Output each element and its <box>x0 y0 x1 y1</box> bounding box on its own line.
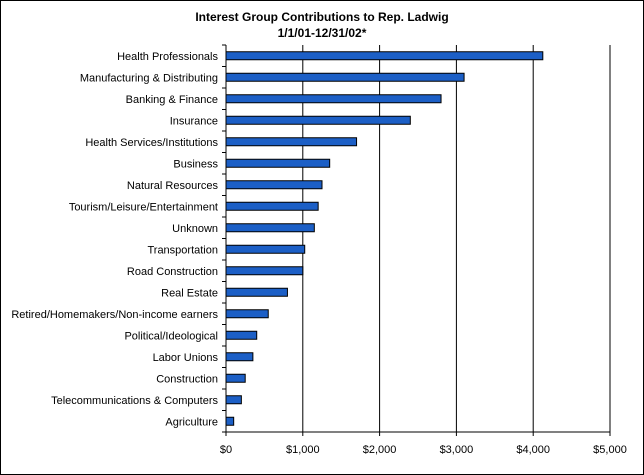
x-tick-label-3: $3,000 <box>440 444 474 456</box>
category-label-16: Telecommunications & Computers <box>51 395 218 407</box>
bar-6 <box>225 180 323 190</box>
bar-15 <box>225 373 246 383</box>
category-label-6: Natural Resources <box>127 180 219 192</box>
category-label-3: Insurance <box>170 115 218 127</box>
category-label-7: Tourism/Leisure/Entertainment <box>69 201 218 213</box>
category-label-4: Health Services/Institutions <box>85 137 218 149</box>
category-label-12: Retired/Homemakers/Non-income earners <box>11 309 218 321</box>
bar-5 <box>225 158 331 168</box>
category-label-0: Health Professionals <box>117 51 218 63</box>
category-label-1: Manufacturing & Distributing <box>80 72 218 84</box>
category-label-5: Business <box>173 158 218 170</box>
x-tick-label-2: $2,000 <box>363 444 397 456</box>
bar-16 <box>225 395 242 405</box>
x-tick-label-0: $0 <box>220 444 232 456</box>
bar-17 <box>225 416 235 426</box>
bar-14 <box>225 352 254 362</box>
category-label-2: Banking & Finance <box>126 94 218 106</box>
bar-10 <box>225 266 304 276</box>
bar-1 <box>225 72 465 82</box>
x-tick-label-5: $5,000 <box>593 444 627 456</box>
plot-area: Health Professionals Manufacturing & Dist… <box>11 44 627 456</box>
bar-2 <box>225 94 442 104</box>
bar-7 <box>225 201 319 211</box>
bar-13 <box>225 330 258 340</box>
bar-12 <box>225 309 269 319</box>
bar-0 <box>225 51 544 61</box>
category-label-8: Unknown <box>172 223 218 235</box>
bar-8 <box>225 223 315 233</box>
category-label-15: Construction <box>156 373 218 385</box>
category-label-14: Labor Unions <box>153 352 219 364</box>
category-label-11: Real Estate <box>161 287 218 299</box>
x-tick-label-1: $1,000 <box>286 444 320 456</box>
x-tick-label-4: $4,000 <box>516 444 550 456</box>
bar-3 <box>225 115 411 125</box>
chart-subtitle: 1/1/01-12/31/02* <box>278 26 367 40</box>
category-label-9: Transportation <box>147 244 218 256</box>
bar-9 <box>225 244 306 254</box>
bar-4 <box>225 137 358 147</box>
category-label-10: Road Construction <box>127 266 218 278</box>
category-label-13: Political/Ideological <box>124 330 218 342</box>
category-label-17: Agriculture <box>165 416 218 428</box>
bar-11 <box>225 287 288 297</box>
chart-title: Interest Group Contributions to Rep. Lad… <box>195 10 448 24</box>
